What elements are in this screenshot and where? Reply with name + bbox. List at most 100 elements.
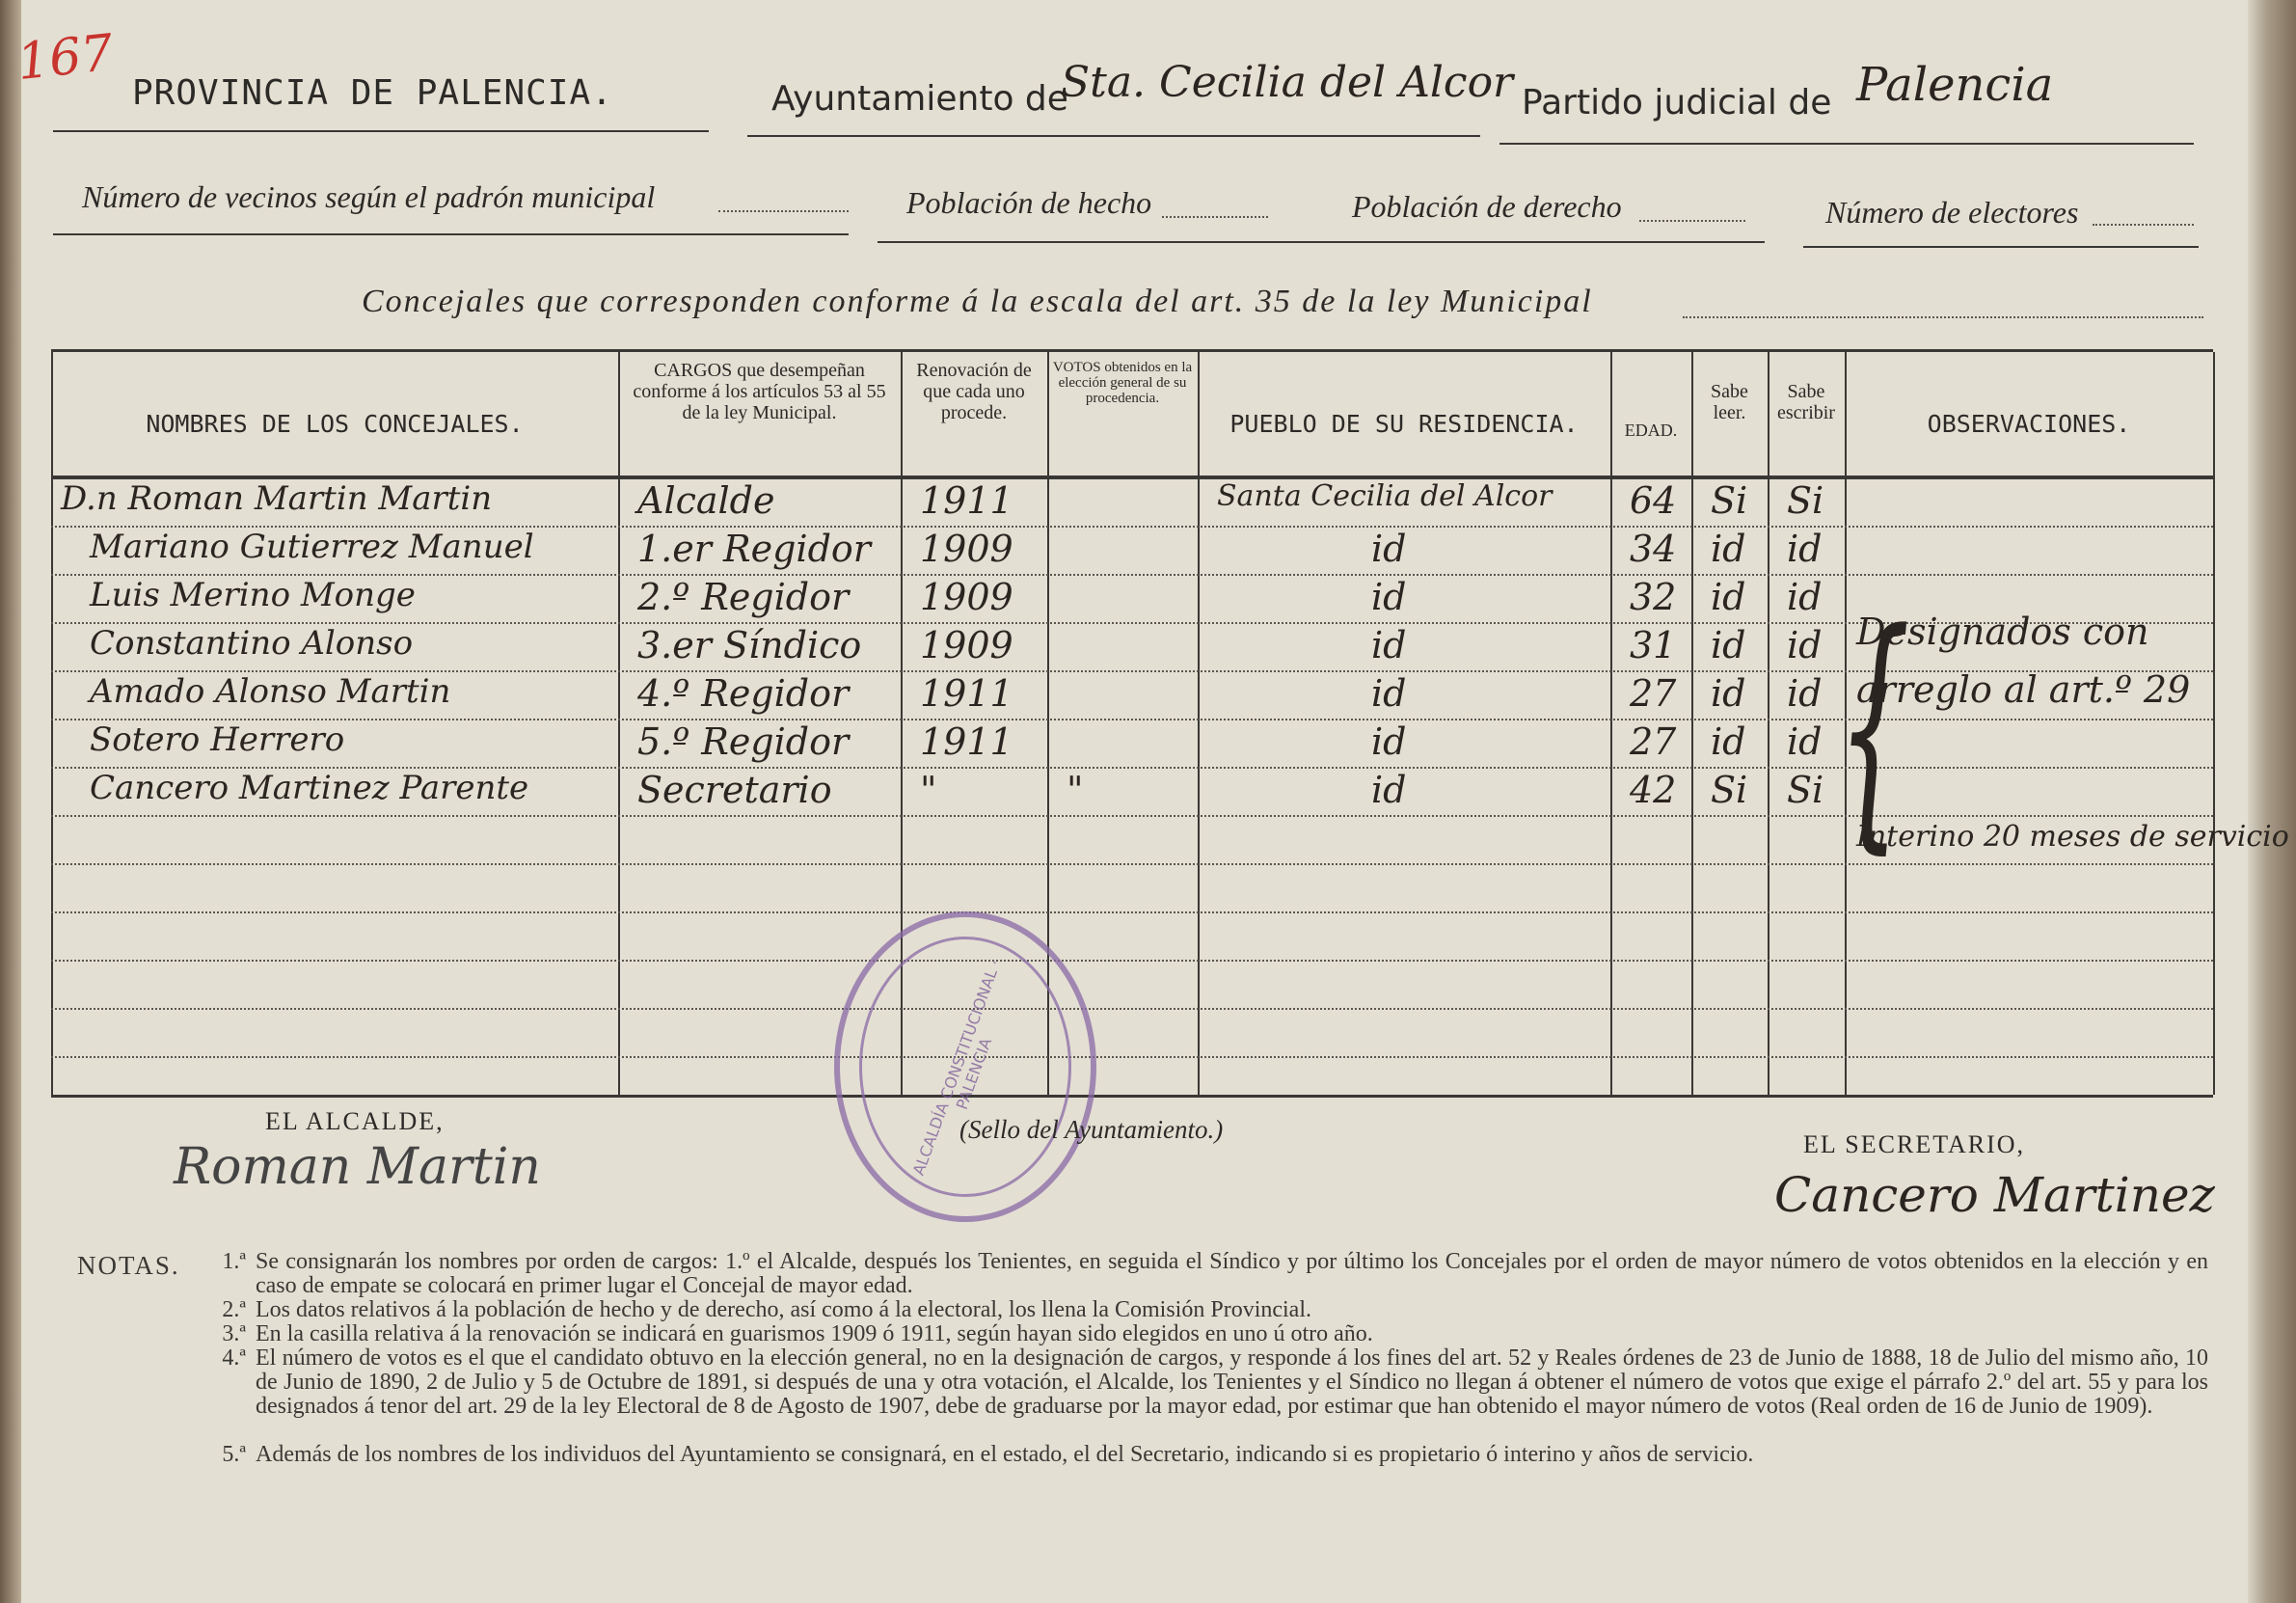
sabe-leer-cell: id [1711,720,1746,763]
header-rule [51,475,2213,479]
edad-cell: 34 [1630,528,1677,570]
sabe-escribir-cell: Si [1787,769,1824,811]
cargo-cell: 3.er Síndico [637,624,862,666]
divider [53,233,849,235]
sabe-leer-cell: Si [1711,769,1748,811]
secretario-label: EL SECRETARIO, [1803,1130,2026,1158]
note-number: 3.ª [222,1321,246,1346]
row-line [51,911,2213,913]
column-header: Renovación de que cada uno procede. [916,360,1032,423]
sabe-leer-cell: id [1711,672,1746,715]
hecho-field [1162,216,1268,218]
name-cell: Constantino Alonso [90,624,414,663]
column-header: NOMBRES DE LOS CONCEJALES. [146,410,524,438]
column-header: Sabe leer. [1711,381,1748,423]
table-row: Amado Alonso Martin 4.º Regidor 1911 id 27 id… [51,670,2213,719]
provincia-title: PROVINCIA DE PALENCIA. [132,73,613,113]
column-header: OBSERVACIONES. [1927,410,2131,438]
note-text: En la casilla relativa á la renovación s… [256,1321,1373,1346]
ayuntamiento-stamp: ALCALDÍA CONSTITUCIONAL · PALENCIA [834,911,1096,1222]
pueblo-cell: id [1371,769,1407,811]
table-row: Constantino Alonso 3.er Síndico 1909 id 31 id… [51,622,2213,670]
partido-label: Partido judicial de [1522,83,1832,122]
page-edge [2248,0,2296,1603]
row-line [51,1008,2213,1010]
note-item: 2.ª Los datos relativos á la población de… [193,1298,2208,1322]
column-header: PUEBLO DE SU RESIDENCIA. [1229,410,1579,438]
note-number: 5.ª [222,1442,246,1467]
pueblo-cell: id [1371,624,1407,666]
note-item: 5.ª Además de los nombres de los individu… [193,1443,2208,1467]
observation-secretary-note: Interino 20 meses de servicio [1856,820,2289,854]
table-row: Mariano Gutierrez Manuel 1.er Regidor 1909… [51,526,2213,574]
table-row: D.n Roman Martin Martin Alcalde 1911 Santa … [51,477,2213,526]
renovacion-cell: 1911 [920,672,1013,715]
row-line [51,1056,2213,1058]
column-divider [618,352,620,1095]
row-line [51,960,2213,962]
divider [747,135,1480,137]
table-row: Sotero Herrero 5.º Regidor 1911 id 27 id id [51,719,2213,767]
alcalde-label: EL ALCALDE, [265,1107,445,1135]
column-divider [2213,352,2215,1095]
concejales-field [1683,316,2203,318]
note-item: 4.ª El número de votos es el que el candi… [193,1346,2208,1419]
note-text: Se consignarán los nombres por orden de … [256,1249,2208,1298]
sabe-escribir-cell: Si [1787,479,1824,522]
concejales-label: Concejales que corresponden conforme á l… [362,284,1593,319]
cargo-cell: 2.º Regidor [637,576,850,618]
secretario-signature: Cancero Martinez [1774,1167,2215,1223]
column-divider [901,352,903,1095]
row-line [51,863,2213,865]
sabe-escribir-cell: id [1787,720,1823,763]
ayuntamiento-label: Ayuntamiento de [771,79,1068,119]
pueblo-cell: id [1371,576,1407,618]
sabe-leer-cell: Si [1711,479,1748,522]
notes-label: NOTAS. [77,1251,180,1280]
column-header: Sabe escribir [1777,381,1835,423]
row-line [51,622,2213,624]
divider [1499,143,2194,145]
sabe-leer-cell: id [1711,528,1746,570]
cargo-cell: Secretario [637,769,832,811]
sabe-escribir-cell: id [1787,576,1823,618]
row-line [51,574,2213,576]
row-line [51,815,2213,817]
row-line [51,719,2213,720]
sabe-escribir-cell: id [1787,672,1823,715]
column-divider [51,352,53,1095]
divider [878,241,1765,243]
row-line [51,526,2213,528]
vecinos-field [718,210,849,212]
table-row: Cancero Martinez Parente Secretario " " id 42… [51,767,2213,815]
renovacion-cell: " [920,769,937,811]
name-cell: Luis Merino Monge [90,576,416,614]
column-divider [1768,352,1769,1095]
column-divider [1845,352,1847,1095]
pueblo-cell: id [1371,528,1407,570]
edad-cell: 42 [1630,769,1677,811]
votos-cell: " [1067,769,1084,811]
edad-cell: 31 [1630,624,1677,666]
note-number: 1.ª [222,1249,246,1274]
column-divider [1691,352,1693,1095]
divider [1803,246,2199,248]
book-spine [0,0,21,1603]
electores-field [2093,224,2194,226]
observation-bracket-note: Designados con arreglo al art.º 29 [1856,611,2191,711]
renovacion-cell: 1911 [920,720,1013,763]
divider [53,130,709,132]
name-cell: Cancero Martinez Parente [90,769,529,807]
name-cell: Mariano Gutierrez Manuel [90,528,534,566]
column-header: EDAD. [1624,421,1678,440]
column-divider [1610,352,1612,1095]
edad-cell: 27 [1630,672,1677,715]
hecho-label: Población de hecho [906,185,1152,220]
bracket: { [1837,582,1911,877]
derecho-label: Población de derecho [1352,189,1622,224]
alcalde-signature: Roman Martin [174,1138,541,1196]
renovacion-cell: 1911 [920,479,1013,522]
sabe-escribir-cell: id [1787,624,1823,666]
column-header: CARGOS que desempeñan conforme á los art… [633,360,886,423]
note-number: 4.ª [222,1345,246,1371]
